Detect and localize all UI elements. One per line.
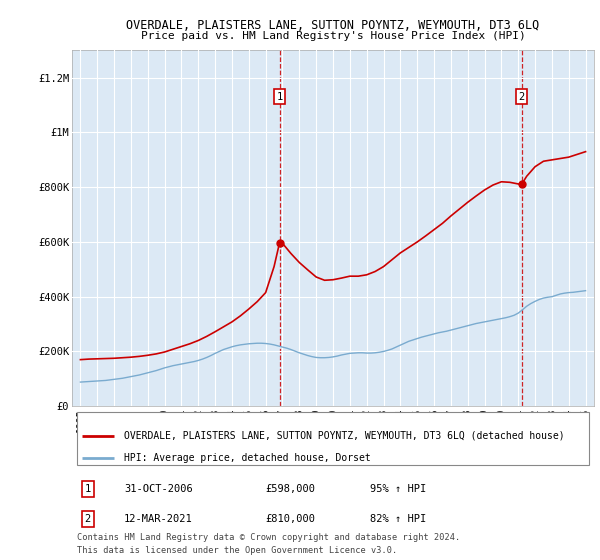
Text: OVERDALE, PLAISTERS LANE, SUTTON POYNTZ, WEYMOUTH, DT3 6LQ (detached house): OVERDALE, PLAISTERS LANE, SUTTON POYNTZ,…	[124, 431, 565, 441]
FancyBboxPatch shape	[77, 412, 589, 465]
Text: 82% ↑ HPI: 82% ↑ HPI	[370, 514, 426, 524]
Text: 12-MAR-2021: 12-MAR-2021	[124, 514, 193, 524]
Text: £810,000: £810,000	[265, 514, 315, 524]
Text: £598,000: £598,000	[265, 484, 315, 494]
Text: 95% ↑ HPI: 95% ↑ HPI	[370, 484, 426, 494]
Text: 1: 1	[85, 484, 91, 494]
Text: Price paid vs. HM Land Registry's House Price Index (HPI): Price paid vs. HM Land Registry's House …	[140, 31, 526, 41]
Text: OVERDALE, PLAISTERS LANE, SUTTON POYNTZ, WEYMOUTH, DT3 6LQ: OVERDALE, PLAISTERS LANE, SUTTON POYNTZ,…	[127, 18, 539, 32]
Text: 2: 2	[518, 92, 525, 102]
Text: 31-OCT-2006: 31-OCT-2006	[124, 484, 193, 494]
Text: HPI: Average price, detached house, Dorset: HPI: Average price, detached house, Dors…	[124, 453, 371, 463]
Text: 1: 1	[277, 92, 283, 102]
Text: 2: 2	[85, 514, 91, 524]
Text: Contains HM Land Registry data © Crown copyright and database right 2024.
This d: Contains HM Land Registry data © Crown c…	[77, 533, 460, 555]
